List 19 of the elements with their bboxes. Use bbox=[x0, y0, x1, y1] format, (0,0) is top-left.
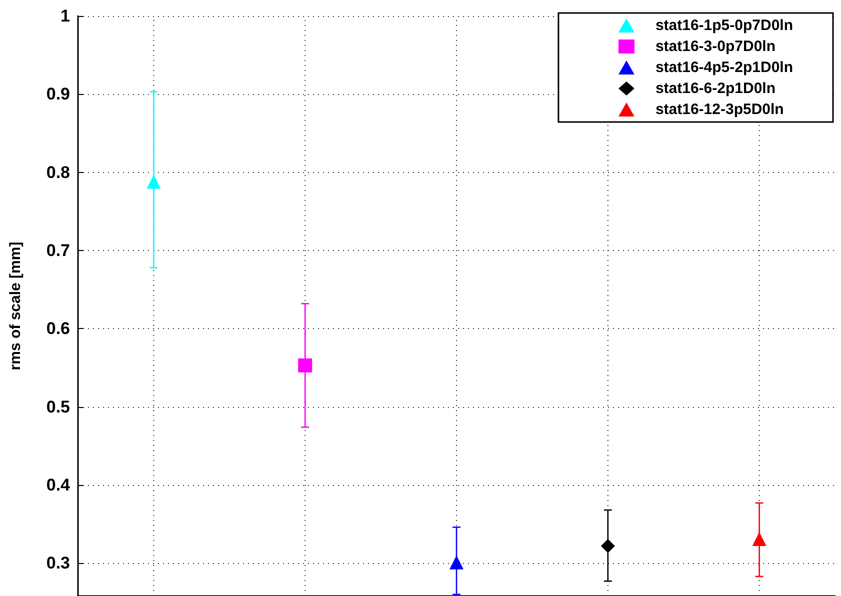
point bbox=[450, 555, 464, 570]
legend-label: stat16-12-3p5D0ln bbox=[655, 101, 784, 118]
y-tick-label: 0.7 bbox=[46, 241, 70, 260]
point bbox=[146, 174, 161, 189]
y-tick-label: 0.9 bbox=[46, 84, 70, 104]
y-tick-label: 0.8 bbox=[46, 162, 70, 182]
point bbox=[600, 538, 615, 553]
y-tick-label: 1 bbox=[60, 6, 70, 26]
y-tick-label: 0.5 bbox=[46, 397, 70, 416]
y-tick-label: 0.3 bbox=[46, 554, 70, 573]
y-tick-label: 0.6 bbox=[46, 319, 70, 338]
legend-label: stat16-1p5-0p7D0ln bbox=[655, 17, 794, 34]
legend-label: stat16-3-0p7D0ln bbox=[655, 38, 776, 55]
point bbox=[752, 532, 766, 546]
y-tick-label: 0.4 bbox=[46, 476, 71, 495]
legend-label: stat16-6-2p1D0ln bbox=[655, 80, 776, 97]
point bbox=[298, 358, 312, 372]
y-axis-title: rms of scale [mm] bbox=[7, 242, 24, 370]
legend-label: stat16-4p5-2p1D0ln bbox=[655, 59, 794, 76]
